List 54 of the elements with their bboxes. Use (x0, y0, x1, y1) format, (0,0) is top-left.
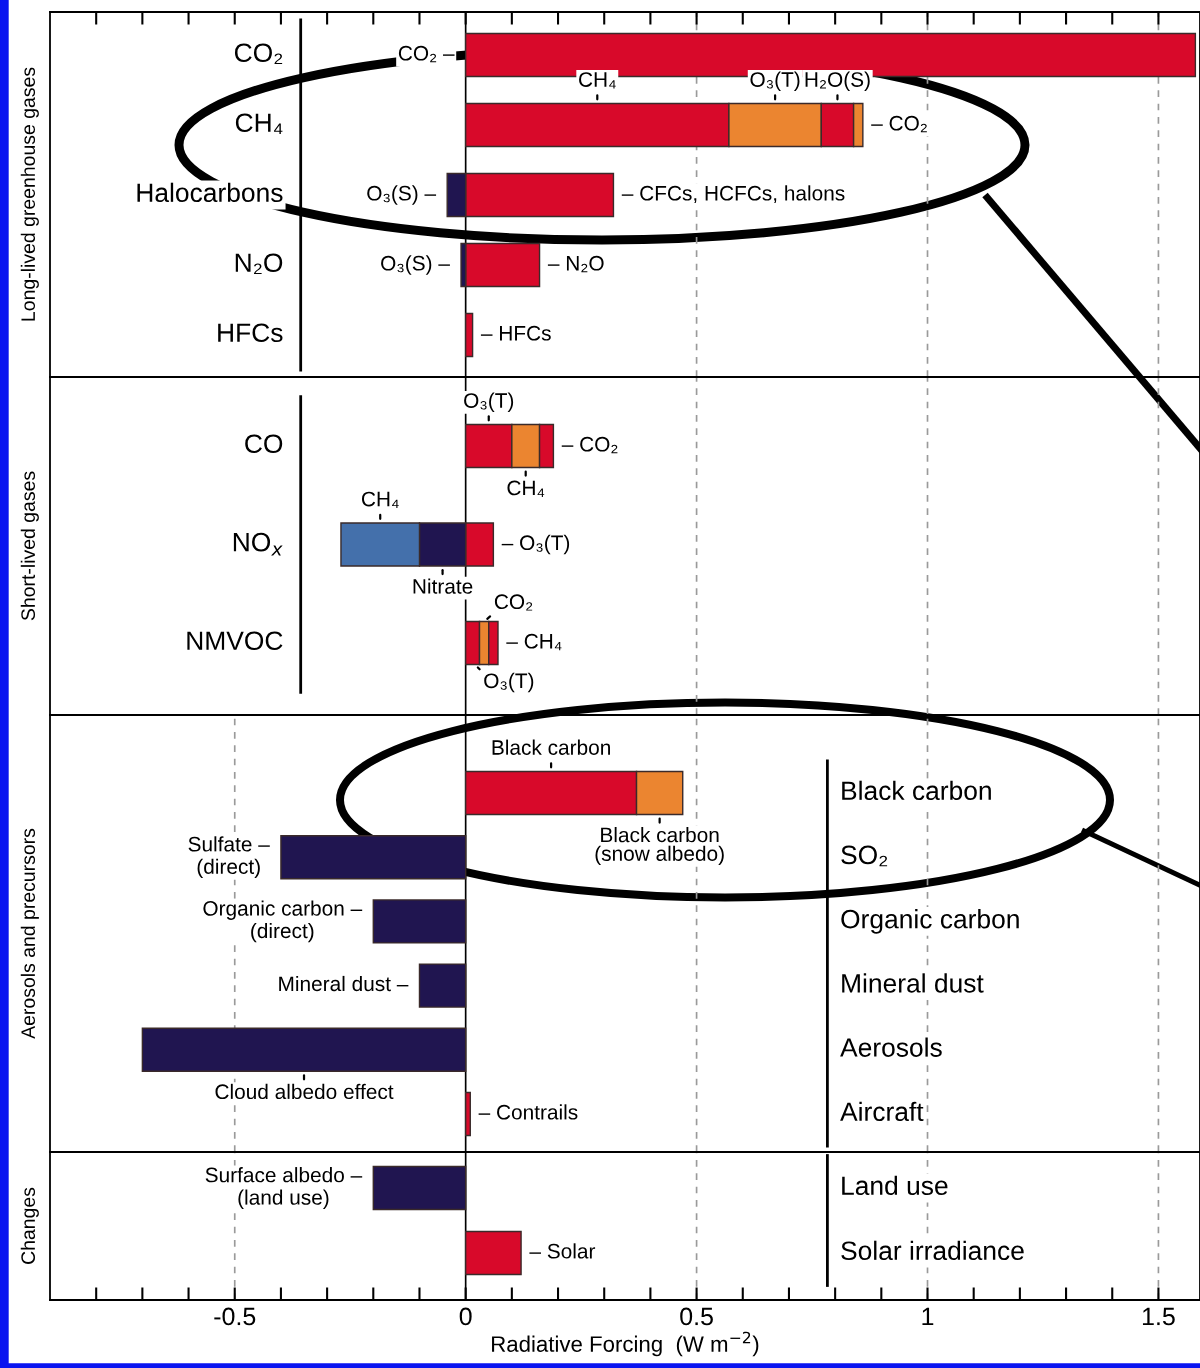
y-tick-label: NMVOC (187, 631, 283, 651)
y-tick-label: Organic carbon (841, 909, 1019, 934)
y-tick-label: CO (245, 434, 283, 454)
y-axis-title: Short-lived gases (20, 471, 39, 621)
y-tick-label: Halocarbons (137, 182, 283, 203)
annotation: CH₄ (579, 72, 616, 89)
y-tick-label: Land use (842, 1175, 948, 1196)
annotation: H₂O(S) (805, 71, 870, 91)
annotation: CH₄ (507, 480, 545, 497)
y-tick-label: Black carbon (842, 780, 991, 801)
y-tick-label: Mineral dust (842, 973, 984, 993)
annotation: Surface albedo – (land use) (205, 1167, 363, 1209)
x-tick-label: 1.5 (1142, 1307, 1175, 1326)
annotation: Nitrate (413, 578, 473, 594)
y-tick-label: SO₂ (841, 845, 888, 867)
annotation: – O₃(T) (501, 534, 570, 555)
y-tick-label: Solar irradiance (841, 1240, 1024, 1261)
annotation: Black carbon (snow albedo) (595, 827, 724, 866)
y-tick-label: CO₂ (234, 43, 283, 65)
y-tick-label: CH₄ (235, 113, 283, 135)
annotation: O₃(S) – (381, 255, 450, 275)
y-tick-label: N₂O (235, 253, 283, 275)
annotation: – Solar (529, 1243, 596, 1259)
y-tick-label: Aircraft (840, 1101, 924, 1122)
y-tick-label: Aerosols (840, 1037, 942, 1057)
annotation: CH₄ (361, 491, 399, 508)
annotation: – Contrails (478, 1104, 578, 1120)
annotation: – HFCs (480, 325, 551, 341)
y-axis-title: Changes (20, 1187, 39, 1264)
y-axis-title: Aerosols and precursors (20, 828, 39, 1039)
annotation: – CO₂ (561, 436, 618, 454)
annotation: – CFCs, HCFCs, halons (621, 185, 845, 204)
annotation: O₃(S) – (367, 185, 437, 205)
annotation: CO₂ (494, 594, 533, 611)
annotation: O₃(T) (750, 71, 800, 91)
x-tick-label: 1 (922, 1307, 934, 1326)
annotation: CO₂ – (398, 45, 455, 63)
x-axis-title: Radiative Forcing (W m$^{−2}$) (492, 1331, 759, 1357)
annotation: Sulfate – (direct) (188, 836, 270, 879)
annotation: – N₂O (547, 255, 604, 273)
annotation: O₃(T) (484, 672, 534, 693)
annotation: – CO₂ (871, 115, 927, 133)
annotation: Cloud albedo effect (215, 1083, 394, 1100)
y-tick-label: HFCs (218, 323, 283, 343)
annotation: Organic carbon – (direct) (203, 900, 363, 943)
x-tick-label: 0 (459, 1307, 472, 1326)
annotation: O₃(T) (464, 392, 514, 412)
annotation: – CH₄ (506, 633, 562, 651)
annotation: Black carbon (492, 739, 610, 755)
y-tick-label: NO$_{x}$ (233, 532, 283, 556)
x-tick-label: 0.5 (680, 1307, 713, 1326)
y-axis-title: Long-lived greenhouse gases (20, 67, 39, 321)
annotation: Mineral dust – (279, 975, 409, 992)
x-tick-label: -0.5 (214, 1307, 256, 1326)
